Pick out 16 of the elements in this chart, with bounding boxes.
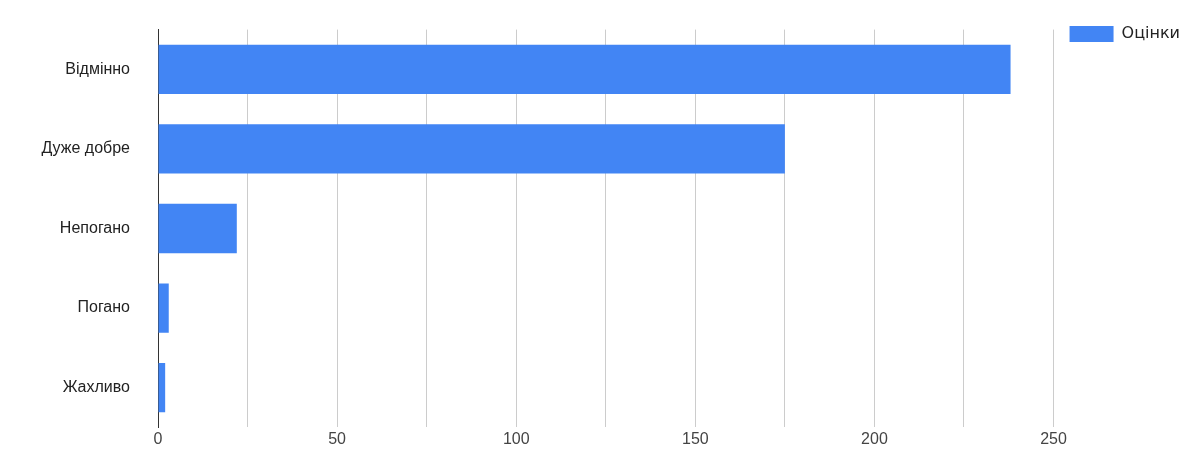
bar <box>158 283 169 333</box>
y-tick-label: Дуже добре <box>41 139 131 157</box>
bar <box>158 203 237 254</box>
y-tick-label: Непогано <box>59 218 131 236</box>
x-tick-label: 250 <box>1040 430 1067 448</box>
x-tick-label: 50 <box>328 430 347 448</box>
bar <box>158 124 785 174</box>
y-tick-label: Погано <box>77 298 131 316</box>
y-tick-label: Відмінно <box>65 59 131 77</box>
bar <box>158 44 1011 95</box>
x-tick-label: 200 <box>861 430 888 448</box>
x-tick-label: 0 <box>153 430 163 448</box>
y-tick-label: Жахливо <box>62 378 131 396</box>
legend-label: Оцінки <box>1121 23 1180 43</box>
x-tick-label: 150 <box>681 430 709 448</box>
x-tick-label: 100 <box>502 430 530 448</box>
